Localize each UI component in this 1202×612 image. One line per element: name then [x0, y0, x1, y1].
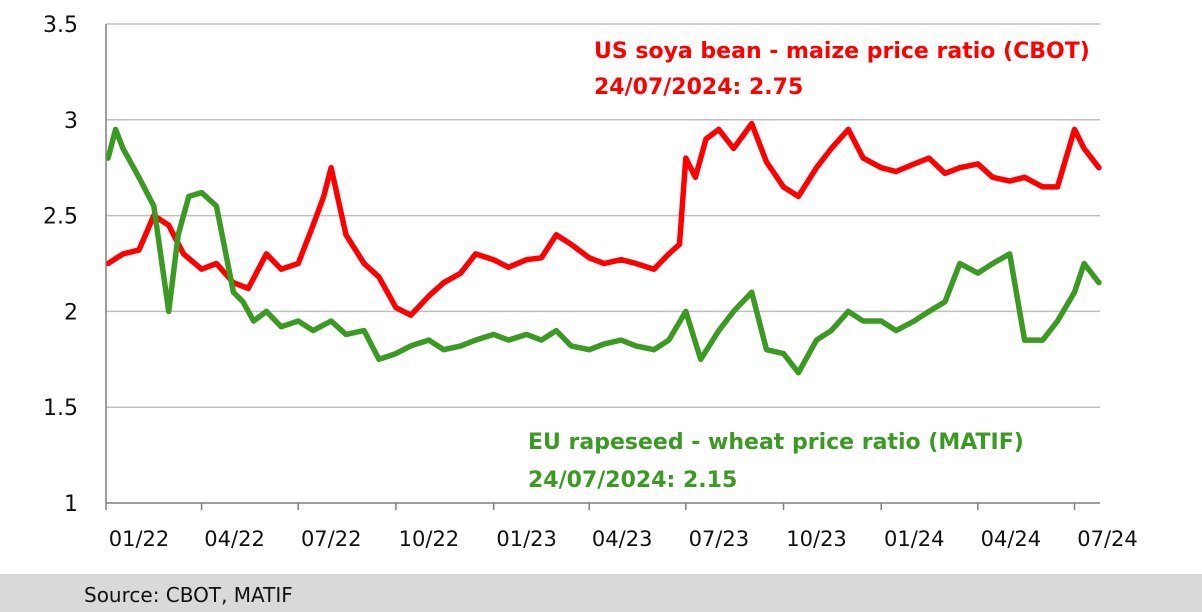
x-tick-label: 10/23 [786, 527, 847, 551]
x-tick-label: 01/24 [884, 527, 945, 551]
series-line-us [105, 120, 1102, 318]
annotation-eu-value: 24/07/2024: 2.15 [528, 468, 737, 493]
annotation-us-title: US soya bean - maize price ratio (CBOT) [594, 39, 1090, 64]
tick-labels: 3.5 3 2.5 2 1.5 1 01/22 04/22 07/22 10/22 01/23 04/… [43, 13, 1138, 551]
annotations: US soya bean - maize price ratio (CBOT) … [528, 39, 1090, 493]
y-tick-label: 2 [64, 300, 78, 325]
annotation-us-value: 24/07/2024: 2.75 [594, 75, 803, 100]
x-tick-label: 04/24 [981, 527, 1042, 551]
chart-svg: 3.5 3 2.5 2 1.5 1 01/22 04/22 07/22 10/22 01/23 04/… [43, 13, 1138, 551]
x-tick-label: 10/22 [399, 527, 460, 551]
y-tick-label: 3 [64, 109, 78, 134]
x-tick-label: 01/23 [496, 527, 557, 551]
series-line-eu [105, 126, 1102, 376]
x-tick-label: 01/22 [109, 527, 170, 551]
x-tick-label: 07/24 [1077, 527, 1138, 551]
x-tick-label: 07/23 [689, 527, 750, 551]
annotation-eu-title: EU rapeseed - wheat price ratio (MATIF) [528, 430, 1024, 455]
footer: Source: CBOT, MATIF [0, 574, 1202, 612]
y-tick-label: 1 [64, 492, 78, 517]
x-tick-label: 04/22 [204, 527, 265, 551]
y-tick-label: 3.5 [43, 13, 78, 38]
series-lines [105, 120, 1102, 376]
axes [105, 24, 1100, 510]
x-tick-label: 04/23 [592, 527, 653, 551]
x-tick-label: 07/22 [301, 527, 362, 551]
y-tick-label: 2.5 [43, 205, 78, 230]
y-tick-label: 1.5 [43, 396, 78, 421]
chart: 3.5 3 2.5 2 1.5 1 01/22 04/22 07/22 10/22 01/23 04/… [43, 13, 1138, 551]
source-note: Source: CBOT, MATIF [84, 583, 293, 607]
